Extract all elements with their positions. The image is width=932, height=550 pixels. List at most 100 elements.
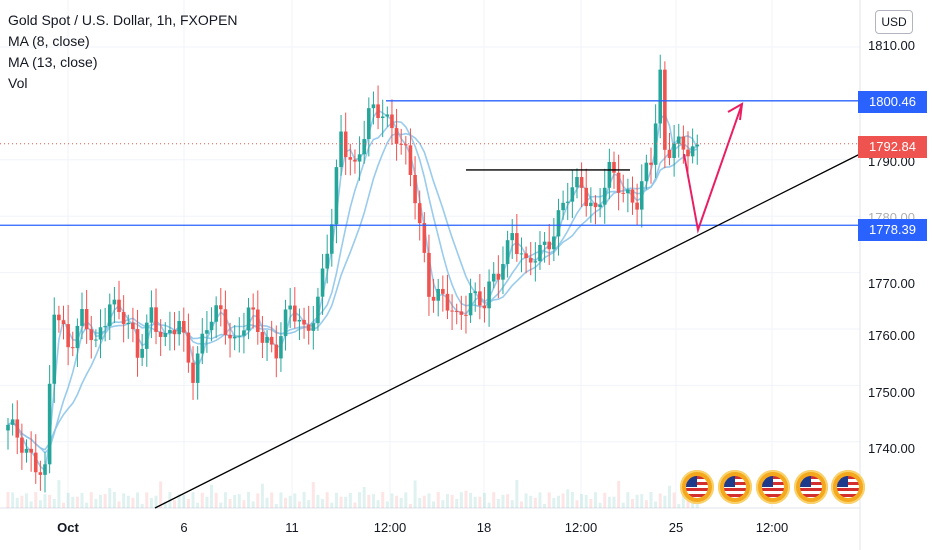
candle-body [66,324,70,348]
volume-bar [367,494,371,508]
candle-body [33,452,38,473]
volume-bar [307,500,311,508]
candle-body [371,104,376,109]
candle-body [491,273,496,282]
volume-bar [265,497,269,508]
volume-bar [66,492,70,508]
volume-bar [126,495,130,508]
candle-body [616,172,621,193]
volume-bar [524,493,528,508]
ma13-legend[interactable]: MA (13, close) [8,54,98,70]
volume-bar [251,501,255,508]
candle-body [339,131,343,168]
moving-average-lines [7,109,699,473]
volume-bar [173,500,177,508]
volume-bar [515,480,519,508]
candle-body [635,202,639,210]
candle-body [589,202,593,207]
volume-bar [200,492,204,508]
volume-bar [75,496,79,508]
candle-body [579,177,584,188]
volume-bar [344,496,348,508]
chart-grid [0,0,861,550]
vol-legend[interactable]: Vol [8,75,28,91]
volume-bar [390,493,394,508]
candle-body [672,143,676,158]
symbol-title[interactable]: Gold Spot / U.S. Dollar, 1h, FXOPEN [8,12,238,28]
volume-bar [62,502,66,508]
volume-bar [584,494,588,508]
volume-bar [293,493,297,508]
candle-body [265,336,269,343]
drawing-annotations[interactable] [0,100,861,509]
time-tick: 25 [668,520,684,535]
volume-bar [43,494,47,508]
price-axis[interactable]: 1810.00 1790.00 1780.00 1770.00 1760.00 … [860,0,932,508]
candle-body [24,448,29,453]
candle-body [607,161,612,188]
candle-body [524,253,528,259]
candle-body [593,202,598,208]
volume-bar [621,502,625,508]
volume-bar [223,492,227,508]
currency-button[interactable]: USD [875,10,913,34]
us-flag-icon[interactable] [756,470,790,504]
candle-body [413,175,417,204]
candle-body [626,189,630,194]
volume-bar [11,492,15,508]
volume-bar [672,492,676,508]
ma8-legend[interactable]: MA (8, close) [8,33,90,49]
us-flag-icon[interactable] [831,470,865,504]
candle-body [205,330,209,334]
volume-bar [279,492,283,508]
volume-bar [117,501,121,508]
candlestick-series [6,54,700,493]
volume-bar [626,492,630,508]
price-tick: 1770.00 [868,276,915,291]
volume-bar [311,482,315,508]
current-price-label: 1792.84 [858,136,927,158]
volume-bar [469,492,473,508]
volume-bar [205,496,209,508]
volume-bar [103,494,107,508]
candle-body [38,472,43,475]
projection-arrow [683,103,743,234]
volume-bar [566,489,570,508]
volume-bar [658,493,662,508]
volume-bar [575,500,579,508]
volume-bar [219,502,223,508]
candle-body [556,210,561,237]
candle-body [538,244,542,262]
us-flag-icon[interactable] [718,470,752,504]
candle-body [112,299,117,305]
volume-bar [52,498,56,508]
us-flag-icon[interactable] [680,470,714,504]
time-tick: 12:00 [564,520,598,535]
volume-bar [339,496,343,508]
volume-bar [186,498,190,508]
trend-line [154,153,861,509]
volume-bar [325,492,329,508]
candle-body [570,187,575,202]
volume-bar [29,501,33,508]
candle-body [408,145,413,176]
candle-body [445,293,450,311]
candle-body [427,252,431,297]
volume-bar [427,493,431,508]
candle-body [149,307,154,323]
volume-bar [288,495,292,508]
time-axis[interactable]: Oct 6 11 12:00 18 12:00 25 12:00 [0,508,860,550]
candle-body [98,327,103,340]
candle-body [75,325,80,349]
volume-bar [681,492,685,508]
candle-body [459,311,464,315]
volume-bar [122,493,126,508]
volume-bar [112,492,116,508]
volume-bar [376,500,380,508]
candle-body [431,296,436,301]
volume-bar [99,494,103,508]
price-tick: 1740.00 [868,441,915,456]
us-flag-icon[interactable] [794,470,828,504]
candle-body [186,332,191,363]
